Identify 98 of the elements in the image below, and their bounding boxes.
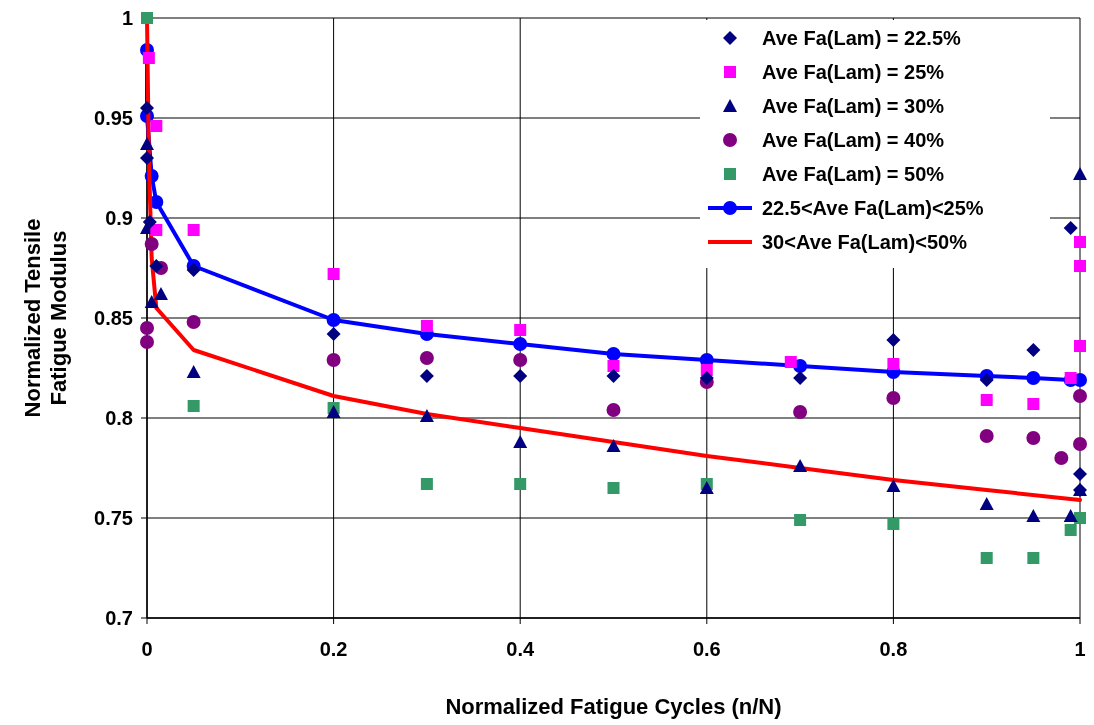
point: [793, 405, 808, 419]
point: [141, 12, 153, 24]
point: [886, 479, 901, 492]
point: [326, 313, 341, 327]
point: [142, 52, 155, 64]
point: [979, 429, 994, 443]
point: [142, 215, 157, 229]
y-tick-label: 0.7: [105, 607, 133, 629]
point: [326, 405, 341, 418]
point: [186, 365, 201, 378]
point: [1074, 340, 1086, 352]
x-tick-label: 0.8: [879, 638, 908, 660]
y-tick-label: 0.75: [94, 507, 133, 529]
point: [514, 324, 527, 336]
legend-label: Ave Fa(Lam) = 25%: [762, 61, 945, 83]
point: [1074, 512, 1086, 524]
point: [607, 482, 620, 494]
point: [513, 337, 528, 351]
point: [419, 351, 434, 365]
point: [1074, 236, 1086, 248]
point: [979, 373, 994, 387]
point: [513, 353, 528, 367]
point: [140, 151, 154, 165]
point: [1054, 451, 1069, 465]
point: [979, 497, 994, 510]
point: [887, 358, 900, 370]
x-tick-label: 1: [1074, 638, 1086, 660]
point: [1026, 343, 1041, 357]
point: [327, 268, 340, 280]
point: [186, 315, 201, 329]
point: [419, 409, 434, 422]
point: [140, 137, 154, 150]
point: [513, 435, 528, 448]
point: [887, 518, 900, 530]
point: [153, 287, 168, 300]
point: [140, 101, 154, 115]
point: [1027, 398, 1040, 410]
point: [1073, 167, 1087, 180]
point: [144, 237, 159, 251]
y-tick-label: 0.95: [94, 107, 133, 129]
legend-label: 30<Ave Fa(Lam)<50%: [762, 231, 968, 253]
y-tick-label: 0.85: [94, 307, 133, 329]
point: [1063, 221, 1078, 235]
y-tick-label: 0.8: [105, 407, 133, 429]
point: [793, 371, 808, 385]
legend-label: Ave Fa(Lam) = 40%: [762, 129, 945, 151]
x-axis-title: Normalized Fatigue Cycles (n/N): [445, 694, 782, 719]
point: [150, 224, 163, 236]
x-tick-label: 0: [141, 638, 153, 660]
point: [606, 347, 621, 361]
point: [1073, 467, 1087, 481]
point: [187, 224, 200, 236]
legend-label: Ave Fa(Lam) = 30%: [762, 95, 945, 117]
point: [1026, 371, 1041, 385]
point: [150, 120, 163, 132]
point: [1064, 524, 1077, 536]
point: [1073, 437, 1087, 451]
point: [1073, 389, 1087, 403]
y-tick-label: 1: [121, 7, 133, 29]
point: [419, 369, 434, 383]
point: [326, 327, 341, 341]
point: [784, 356, 797, 368]
point: [187, 400, 200, 412]
x-tick-label: 0.6: [692, 638, 721, 660]
point: [886, 333, 901, 347]
x-tick-label: 0.2: [319, 638, 348, 660]
point: [144, 295, 159, 308]
point: [886, 391, 901, 405]
point: [1026, 509, 1041, 522]
point: [980, 394, 993, 406]
point: [606, 439, 621, 452]
point: [1026, 431, 1041, 445]
point: [1027, 552, 1040, 564]
point: [980, 552, 993, 564]
point: [699, 371, 714, 385]
point: [1063, 509, 1078, 522]
point: [606, 403, 621, 417]
y-axis-title: Normalized Tensile Fatigue Modulus: [20, 218, 71, 418]
point: [420, 320, 433, 332]
point: [606, 369, 621, 383]
point: [186, 263, 201, 277]
point: [420, 478, 433, 490]
point: [514, 478, 527, 490]
point: [607, 360, 620, 372]
point: [793, 459, 808, 472]
legend-label: Ave Fa(Lam) = 22.5%: [762, 27, 962, 49]
point: [794, 514, 807, 526]
point: [513, 369, 528, 383]
point: [149, 259, 164, 273]
legend-label: 22.5<Ave Fa(Lam)<25%: [762, 197, 984, 219]
x-tick-label: 0.4: [506, 638, 535, 660]
point: [140, 321, 154, 335]
point: [1074, 260, 1086, 272]
legend-label: Ave Fa(Lam) = 50%: [762, 163, 945, 185]
point: [140, 335, 154, 349]
y-tick-label: 0.9: [105, 207, 133, 229]
point: [326, 353, 341, 367]
point: [699, 481, 714, 494]
